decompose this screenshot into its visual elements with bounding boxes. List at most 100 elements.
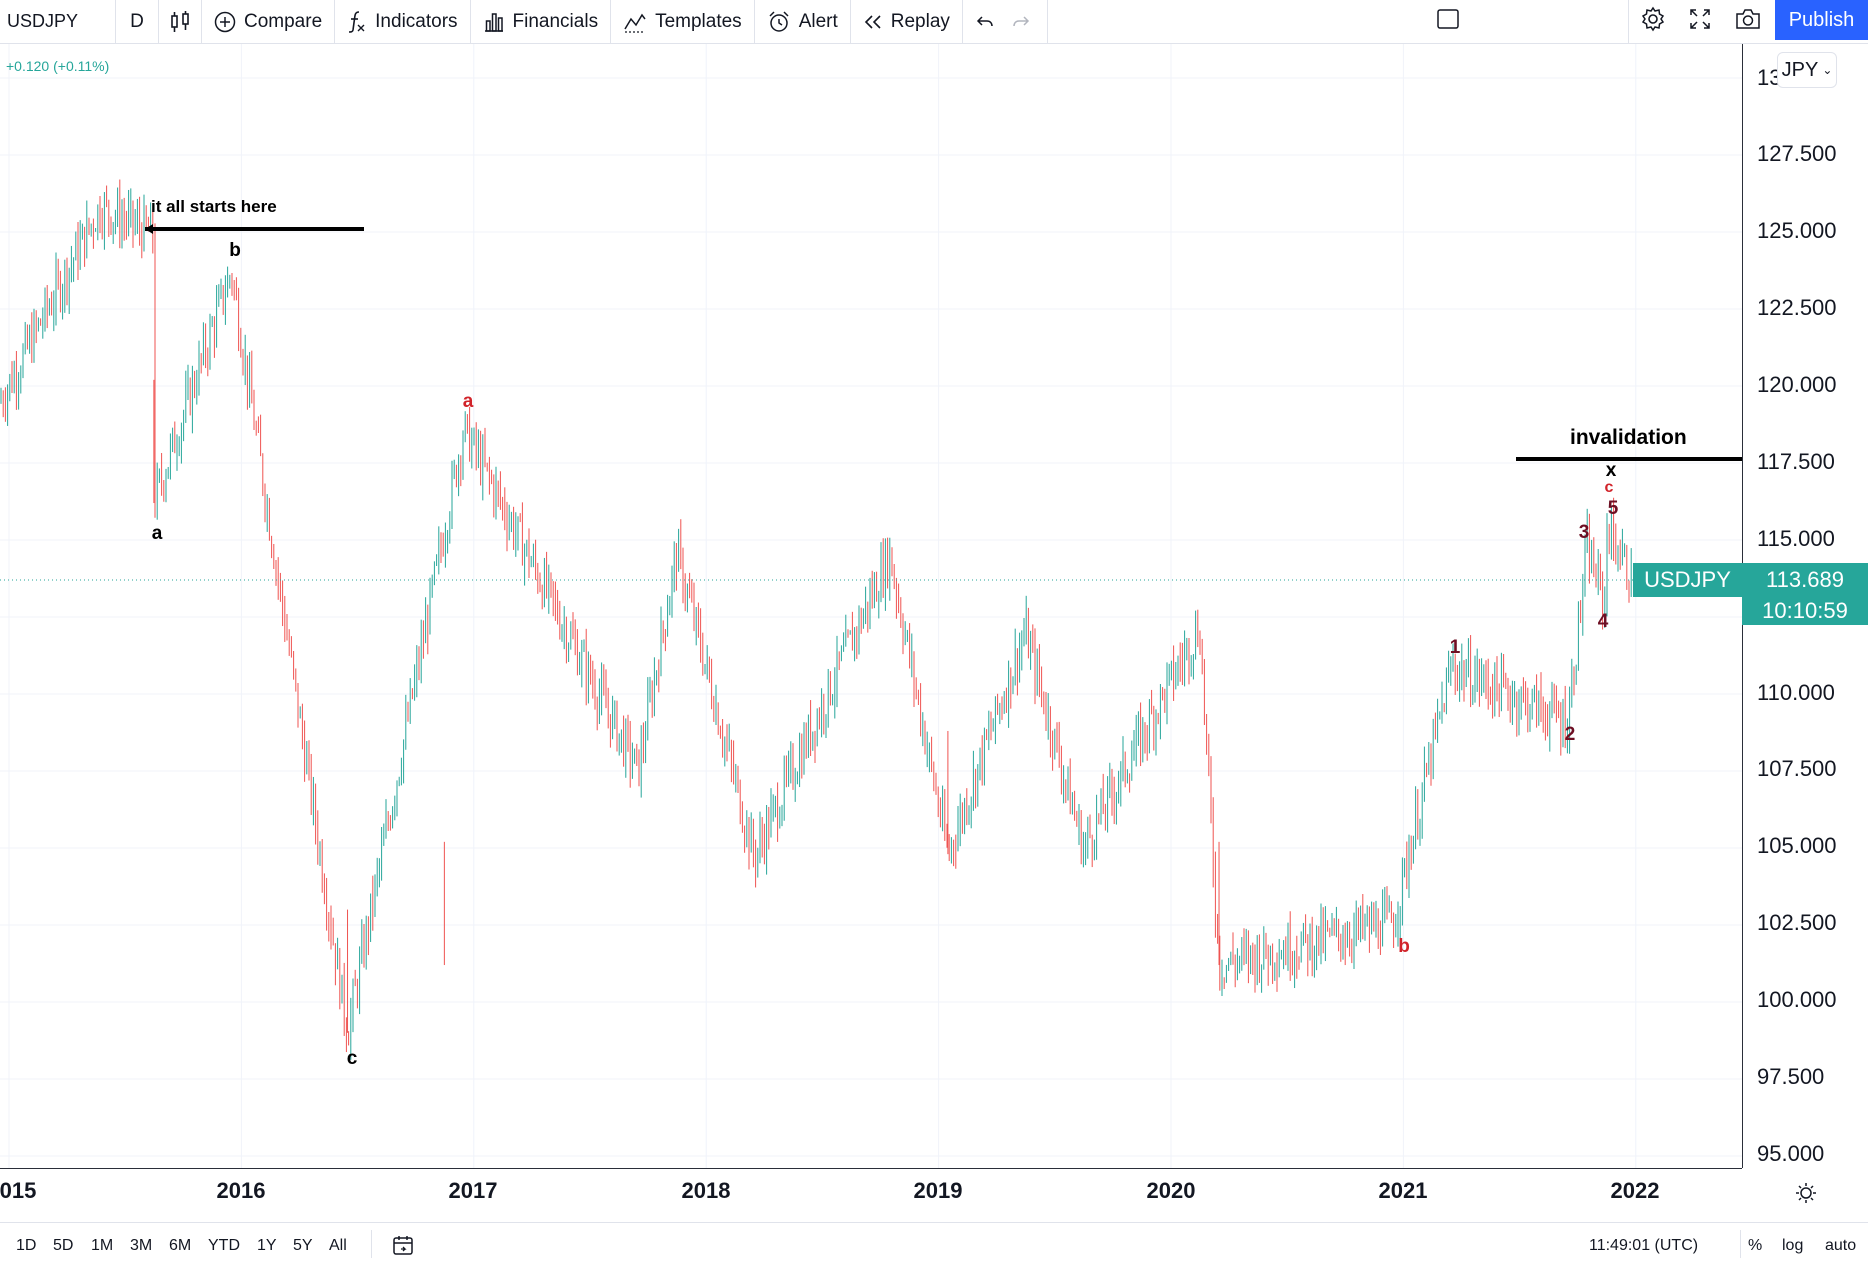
time-tick-label: 2017 xyxy=(448,1178,498,1203)
wave-label[interactable]: 5 xyxy=(1607,498,1619,519)
time-tick-label: 2016 xyxy=(216,1178,266,1203)
indicators-label: Indicators xyxy=(375,10,458,32)
range-1d-button[interactable]: 1D xyxy=(16,1237,37,1254)
goto-date-button[interactable] xyxy=(392,1234,414,1261)
invalidation-annotation[interactable]: invalidation xyxy=(1570,426,1687,449)
time-tick-label: 2020 xyxy=(1146,1178,1196,1203)
starts-here-arrow xyxy=(145,224,153,234)
square-layout-icon xyxy=(1436,7,1460,36)
rewind-icon xyxy=(863,12,883,32)
range-6m-button[interactable]: 6M xyxy=(169,1237,192,1254)
price-tick-label: 127.500 xyxy=(1757,141,1837,166)
price-change-text: +0.120 (+0.11%) xyxy=(6,58,110,74)
price-tick-label: 125.000 xyxy=(1757,218,1837,243)
price-tick-label: 97.500 xyxy=(1757,1064,1825,1089)
candles-icon xyxy=(169,10,191,34)
percent-scale-toggle[interactable]: % xyxy=(1748,1237,1763,1254)
wave-label[interactable]: 2 xyxy=(1564,724,1576,745)
price-tick-label: 95.000 xyxy=(1757,1141,1825,1166)
wave-label[interactable]: 4 xyxy=(1597,611,1609,632)
range-1y-button[interactable]: 1Y xyxy=(257,1237,277,1254)
undo-redo-group xyxy=(963,0,1048,43)
candle-series xyxy=(0,179,1632,1060)
axis-settings-button[interactable] xyxy=(1794,1181,1818,1210)
replay-button[interactable]: Replay xyxy=(851,0,963,43)
last-price-tag: 113.689 xyxy=(1742,563,1868,597)
financials-button[interactable]: Financials xyxy=(471,0,612,43)
symbol-price-tag: USDJPY xyxy=(1633,563,1742,597)
bottom-separator xyxy=(371,1230,372,1258)
utc-clock[interactable]: 11:49:01 (UTC) xyxy=(1589,1237,1699,1254)
wave-label[interactable]: b xyxy=(1398,936,1410,957)
settings-button[interactable] xyxy=(1633,0,1673,43)
camera-icon xyxy=(1734,7,1762,36)
log-scale-toggle[interactable]: log xyxy=(1782,1237,1804,1254)
templates-label: Templates xyxy=(655,10,742,32)
auto-scale-toggle[interactable]: auto xyxy=(1825,1237,1857,1254)
wave-label[interactable]: b xyxy=(229,240,241,261)
bar-countdown: 10:10:59 xyxy=(1742,597,1868,625)
templates-icon xyxy=(623,11,647,33)
time-axis-border xyxy=(0,1168,1742,1169)
price-tick-label: 110.000 xyxy=(1757,680,1835,705)
templates-button[interactable]: Templates xyxy=(611,0,755,43)
sun-icon xyxy=(1794,1183,1818,1209)
wave-label[interactable]: x xyxy=(1605,460,1617,481)
currency-label: JPY xyxy=(1781,58,1819,81)
price-tick-label: 122.500 xyxy=(1757,295,1837,320)
undo-icon[interactable] xyxy=(975,12,995,32)
range-ytd-button[interactable]: YTD xyxy=(208,1237,240,1254)
price-chart[interactable] xyxy=(0,44,1742,1168)
compare-label: Compare xyxy=(244,10,323,32)
time-tick-label: 015 xyxy=(0,1178,37,1203)
wave-label[interactable]: c xyxy=(1604,479,1614,496)
time-tick-label: 2021 xyxy=(1378,1178,1428,1203)
time-tick-label: 2022 xyxy=(1610,1178,1660,1203)
gear-icon xyxy=(1640,6,1666,37)
range-5y-button[interactable]: 5Y xyxy=(293,1237,313,1254)
wave-label[interactable]: a xyxy=(151,523,163,544)
publish-button[interactable]: Publish xyxy=(1775,0,1868,40)
alert-label: Alert xyxy=(798,10,838,32)
chart-grid xyxy=(0,44,1742,1168)
symbol-search-button[interactable]: USDJPY xyxy=(0,0,116,43)
price-tick-label: 120.000 xyxy=(1757,372,1837,397)
range-1m-button[interactable]: 1M xyxy=(91,1237,114,1254)
replay-label: Replay xyxy=(890,10,950,32)
function-icon xyxy=(347,10,367,34)
chart-type-button[interactable] xyxy=(159,0,202,43)
bottom-separator xyxy=(1740,1230,1741,1258)
bar-chart-icon xyxy=(483,11,505,33)
chevron-down-icon: ⌄ xyxy=(1822,63,1833,77)
publish-label: Publish xyxy=(1788,8,1855,31)
plus-circle-icon xyxy=(214,11,236,33)
symbol-label: USDJPY xyxy=(7,11,79,31)
wave-label[interactable]: 3 xyxy=(1578,522,1590,543)
currency-button[interactable]: JPY ⌄ xyxy=(1777,52,1837,88)
top-toolbar: USDJPY D Compare Indicators Financials T… xyxy=(0,0,1868,44)
date-range-bar xyxy=(0,1222,1868,1266)
range-5d-button[interactable]: 5D xyxy=(53,1237,74,1254)
range-all-button[interactable]: All xyxy=(329,1237,347,1254)
fullscreen-button[interactable] xyxy=(1680,0,1720,43)
starts-here-annotation[interactable]: it all starts here xyxy=(151,197,277,216)
chart-pane[interactable] xyxy=(0,44,1742,1168)
time-tick-label: 2018 xyxy=(681,1178,731,1203)
redo-icon[interactable] xyxy=(1011,12,1031,32)
price-tick-label: 105.000 xyxy=(1757,833,1837,858)
wave-label[interactable]: 1 xyxy=(1449,637,1461,658)
toolbar-separator xyxy=(1628,0,1629,43)
compare-button[interactable]: Compare xyxy=(202,0,336,43)
range-3m-button[interactable]: 3M xyxy=(130,1237,153,1254)
snapshot-button[interactable] xyxy=(1728,0,1768,43)
wave-label[interactable]: a xyxy=(462,391,474,412)
time-tick-label: 2019 xyxy=(913,1178,963,1203)
alert-button[interactable]: Alert xyxy=(755,0,851,43)
alarm-clock-icon xyxy=(767,10,791,34)
interval-button[interactable]: D xyxy=(116,0,159,43)
calendar-icon xyxy=(392,1236,414,1260)
layout-button[interactable] xyxy=(1427,0,1469,43)
indicators-button[interactable]: Indicators xyxy=(335,0,471,43)
financials-label: Financials xyxy=(512,10,599,32)
wave-label[interactable]: c xyxy=(346,1048,358,1069)
